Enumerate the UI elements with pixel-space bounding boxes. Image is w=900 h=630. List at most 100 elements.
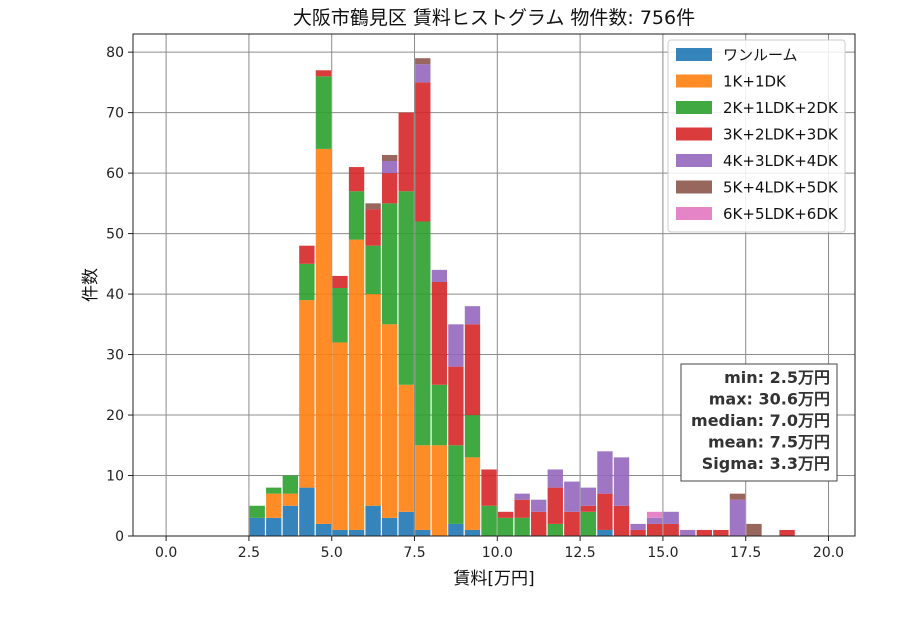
bar-segment-6 [746,523,762,536]
bar-segment-4 [696,529,712,536]
bar-segment-4 [514,499,530,518]
bar-segment-4 [564,511,580,536]
x-tick-label: 10.0 [482,545,513,561]
bar-segment-4 [613,505,630,536]
bar-segment-3 [348,191,365,240]
y-tick-label: 20 [106,408,124,424]
bar-segment-3 [249,505,265,518]
legend: ワンルーム 1K+1DK 2K+1LDK+2DK 3K+2LDK+3DK 4K+3LDK… [667,39,846,233]
y-tick-label: 0 [115,529,124,545]
bar-segment-2 [282,493,298,506]
bar-segment-3 [431,384,448,446]
bar-segment-2 [431,445,448,536]
bar-segment-3 [547,523,563,536]
plot-frame [132,33,856,537]
bar-segment-3 [315,76,332,149]
bar-segment-3 [497,517,514,536]
bar-segment-5 [514,493,530,500]
y-tick-label: 70 [106,106,124,122]
bar-segment-1 [448,523,464,536]
stats-line: Sigma: 3.3万円 [702,454,830,473]
bar-segment-5 [646,517,663,524]
bar-segment-4 [531,511,547,536]
bar-segment-5 [729,499,746,536]
bar-segment-4 [481,469,497,506]
bar-segment-5 [431,269,448,282]
bar-segment-4 [431,281,448,385]
bar-segment-3 [332,288,348,343]
bar-segment-5 [597,451,613,494]
bar-segment-2 [266,493,282,518]
bar-segment-1 [315,523,332,536]
stats-line: min: 2.5万円 [724,368,830,387]
bar-segment-1 [381,517,398,536]
bar-segment-1 [266,517,282,536]
stats-line: median: 7.0万円 [691,411,830,430]
chart-title: 大阪市鶴見区 賃料ヒストグラム 物件数: 756件 [293,7,695,29]
bar-segment-5 [464,306,481,325]
bar-segment-1 [348,529,365,536]
stats-box: min: 2.5万円 max: 30.6万円 median: 7.0万円 mean: … [680,363,838,482]
bar-segment-2 [381,324,398,518]
y-axis-title: 件数 [81,268,101,302]
bar-segment-2 [299,300,315,488]
bar-segment-1 [299,487,315,536]
bar-segment-4 [547,487,563,524]
bar-segment-4 [365,209,381,246]
legend-swatch [676,180,712,194]
x-tick-label: 15.0 [647,545,678,561]
bar-segment-4 [381,173,398,204]
y-tick-label: 10 [106,469,124,485]
bar-segment-5 [580,487,597,506]
bar-segment-4 [299,245,315,264]
x-tick-label: 5.0 [321,545,343,561]
bar-segment-7 [646,511,663,518]
stats-frame [680,363,838,482]
bar-segment-3 [365,245,381,295]
y-tick-label: 30 [106,348,124,364]
bar-segment-3 [514,517,530,536]
bar-segment-2 [464,457,481,530]
bar-segment-6 [415,58,431,65]
bar-segment-5 [663,511,679,524]
legend-label: 5K+4LDK+5DK [723,179,839,197]
bar-segment-3 [580,511,597,536]
bar-segment-3 [415,221,431,446]
legend-swatch [676,154,712,167]
bar-segment-1 [398,511,414,536]
bar-segment-3 [464,415,481,458]
bar-segment-3 [381,203,398,325]
bar-segment-3 [282,475,298,494]
bar-segment-5 [415,64,431,83]
bar-segment-4 [332,275,348,289]
legend-swatch [676,127,712,141]
x-axis-ticks: 0.0 2.5 5.0 7.5 10.0 12.5 15.0 17.5 20.0 [155,536,844,561]
y-tick-label: 50 [106,227,124,243]
y-tick-label: 60 [106,166,124,182]
bar-segment-4 [315,70,332,77]
bar-segment-5 [680,529,696,536]
bar-segment-3 [299,263,315,301]
legend-swatch [676,101,712,114]
bar-segment-5 [448,324,464,367]
legend-swatch [676,48,712,61]
bar-segment-4 [348,167,365,192]
bar-segment-2 [415,445,431,530]
legend-swatch [676,74,712,88]
bar-segment-3 [266,487,282,494]
y-axis-ticks: 0 10 20 30 40 50 60 70 80 [106,45,133,545]
grid-layer [133,34,855,537]
bar-segment-1 [282,505,298,536]
x-axis-title: 賃料[万円] [453,569,534,589]
bar-segment-5 [531,499,547,512]
stats-line: mean: 7.5万円 [708,433,830,452]
bar-segment-5 [630,523,646,530]
bar-segment-3 [398,191,414,385]
bar-segment-2 [315,148,332,524]
stats-line: max: 30.6万円 [709,390,830,409]
bar-segment-6 [365,203,381,210]
x-tick-label: 17.5 [730,545,761,561]
bar-segment-2 [365,294,381,506]
bar-segment-4 [415,82,431,222]
